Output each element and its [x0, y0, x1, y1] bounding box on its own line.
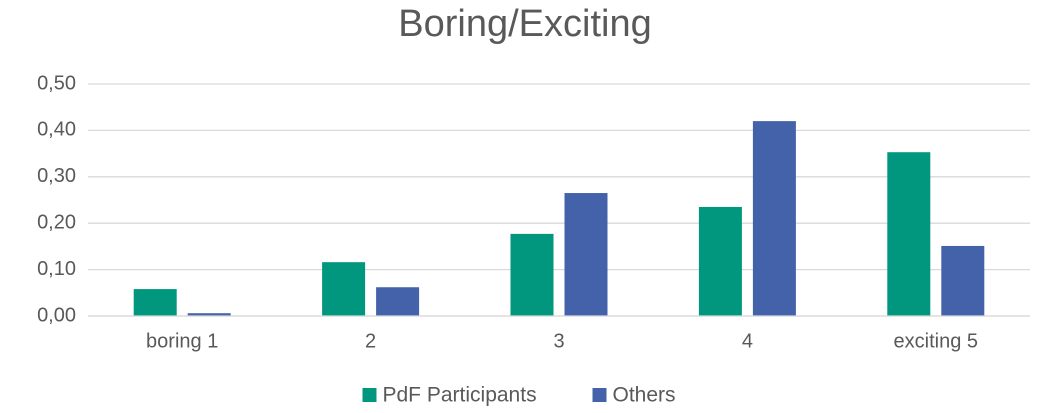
y-tick-label: 0,50	[37, 72, 76, 94]
y-tick-label: 0,40	[37, 119, 76, 141]
legend-swatch	[362, 388, 377, 402]
bar	[564, 193, 608, 316]
bar	[133, 289, 177, 316]
x-tick-label: exciting 5	[894, 330, 979, 352]
bar	[887, 152, 931, 316]
bar	[510, 233, 554, 316]
x-tick-label: 4	[742, 330, 753, 352]
x-tick-label: boring 1	[146, 330, 218, 352]
x-tick-label: 2	[365, 330, 376, 352]
legend-label: Others	[613, 384, 676, 407]
chart-title: Boring/Exciting	[398, 3, 651, 45]
bar	[187, 313, 231, 316]
legend-swatch	[592, 388, 607, 402]
legend-label: PdF Participants	[383, 384, 537, 407]
y-tick-label: 0,20	[37, 211, 76, 233]
bar	[698, 206, 742, 316]
bar	[752, 121, 796, 317]
bar	[322, 262, 366, 316]
bar	[941, 245, 985, 316]
x-tick-label: 3	[553, 330, 564, 352]
y-tick-label: 0,10	[37, 258, 76, 280]
bar	[376, 287, 420, 316]
y-tick-label: 0,00	[37, 304, 76, 326]
y-tick-label: 0,30	[37, 165, 76, 187]
